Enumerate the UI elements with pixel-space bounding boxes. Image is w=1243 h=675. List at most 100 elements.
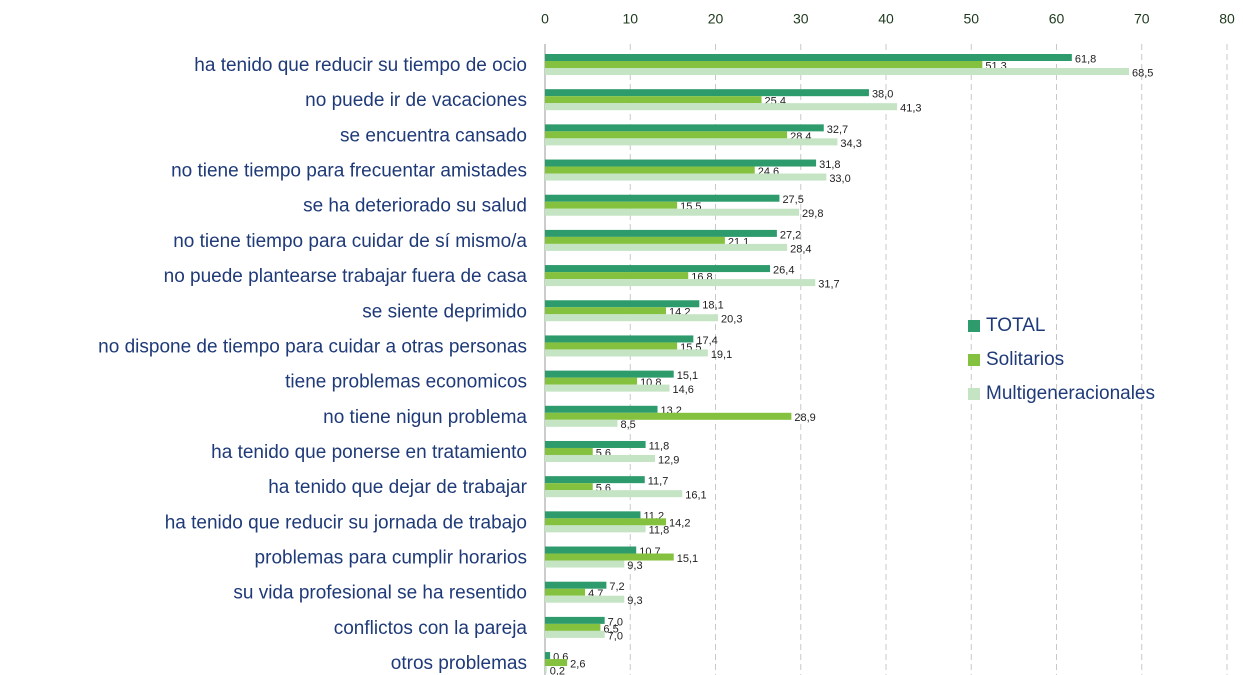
category-label: no puede plantearse trabajar fuera de ca…	[164, 266, 528, 287]
value-label: 0,2	[550, 665, 565, 675]
x-tick-label: 40	[878, 11, 894, 27]
value-label: 8,5	[620, 419, 635, 431]
bar	[545, 377, 638, 385]
value-label: 31,7	[818, 278, 839, 290]
value-label: 9,3	[627, 560, 642, 572]
bar	[545, 61, 983, 68]
value-label: 26,4	[773, 264, 794, 276]
bar	[545, 307, 667, 315]
bar	[545, 652, 551, 660]
bar	[545, 553, 674, 561]
bar	[545, 166, 755, 174]
bar	[545, 194, 780, 202]
value-label: 41,3	[900, 103, 921, 115]
bar	[545, 476, 645, 484]
bar	[545, 208, 800, 216]
value-label: 27,5	[782, 194, 803, 206]
legend-swatch	[968, 388, 980, 400]
category-label: no puede ir de vacaciones	[305, 90, 527, 111]
value-label: 28,4	[790, 243, 811, 255]
bar	[545, 630, 605, 638]
x-tick-label: 30	[793, 11, 809, 27]
bar	[545, 243, 788, 251]
bar	[545, 138, 838, 146]
x-tick-label: 70	[1134, 11, 1150, 27]
bar	[545, 229, 777, 237]
value-label: 19,1	[711, 349, 732, 361]
bar	[545, 666, 547, 674]
bar	[545, 335, 694, 343]
value-label: 7,0	[608, 630, 623, 642]
category-label: otros problemas	[391, 653, 527, 674]
bar	[545, 546, 637, 554]
category-label: no tiene tiempo para cuidar de sí mismo/…	[173, 231, 527, 252]
category-label: problemas para cumplir horarios	[255, 548, 527, 569]
value-label: 12,9	[658, 454, 679, 466]
category-label: se encuentra cansado	[340, 125, 527, 146]
value-label: 31,8	[819, 159, 840, 171]
bar	[545, 173, 827, 181]
value-label: 11,8	[649, 440, 670, 452]
bar	[545, 405, 658, 413]
value-label: 29,8	[802, 208, 823, 220]
bar	[545, 560, 625, 568]
value-label: 7,2	[609, 581, 624, 593]
bar	[545, 659, 568, 667]
legend-swatch	[968, 354, 980, 366]
value-label: 61,8	[1075, 53, 1096, 65]
bar	[545, 595, 625, 603]
value-label: 27,2	[780, 229, 801, 241]
value-label: 18,1	[702, 300, 723, 312]
bar	[545, 370, 674, 378]
value-label: 33,0	[829, 173, 850, 185]
value-label: 6,5	[603, 623, 618, 635]
category-label: conflictos con la pareja	[334, 618, 528, 639]
bar	[545, 131, 788, 139]
value-label: 38,0	[872, 89, 893, 101]
value-label: 7,0	[608, 616, 623, 628]
bar	[545, 68, 1129, 75]
legend-label: Multigeneracionales	[986, 383, 1155, 404]
legend-label: Solitarios	[986, 349, 1064, 370]
bar	[545, 454, 655, 462]
legend-label: TOTAL	[986, 315, 1045, 336]
value-label: 68,5	[1132, 67, 1153, 79]
value-label: 15,1	[677, 553, 698, 565]
value-label: 28,9	[794, 412, 815, 424]
x-tick-label: 20	[708, 11, 724, 27]
bar	[545, 440, 646, 448]
bar	[545, 525, 646, 533]
value-label: 9,3	[627, 595, 642, 607]
bar	[545, 483, 593, 491]
category-label: ha tenido que reducir su jornada de trab…	[165, 512, 527, 533]
value-label: 17,4	[696, 335, 717, 347]
category-label: no dispone de tiempo para cuidar a otras…	[98, 336, 527, 357]
bar	[545, 518, 667, 526]
category-label: se siente deprimido	[362, 301, 527, 322]
bar	[545, 272, 689, 280]
bar	[545, 616, 605, 624]
value-label: 11,7	[648, 476, 669, 488]
x-tick-label: 0	[541, 11, 549, 27]
category-label: tiene problemas economicos	[285, 372, 527, 393]
value-label: 20,3	[721, 314, 742, 326]
value-label: 14,6	[672, 384, 693, 396]
category-label: no tiene nigun problema	[323, 407, 527, 428]
bar	[545, 103, 898, 111]
bar	[545, 265, 771, 273]
bar	[545, 419, 618, 427]
bar	[545, 300, 700, 308]
x-tick-label: 80	[1219, 11, 1235, 27]
x-tick-label: 10	[622, 11, 638, 27]
bar	[545, 124, 824, 132]
value-label: 2,6	[570, 658, 585, 670]
bar	[545, 581, 607, 589]
bar	[545, 588, 586, 596]
bar	[545, 349, 708, 357]
bar	[545, 490, 683, 498]
bar	[545, 96, 762, 104]
bar	[545, 412, 792, 420]
value-label: 14,2	[669, 518, 690, 530]
bar	[545, 623, 601, 631]
